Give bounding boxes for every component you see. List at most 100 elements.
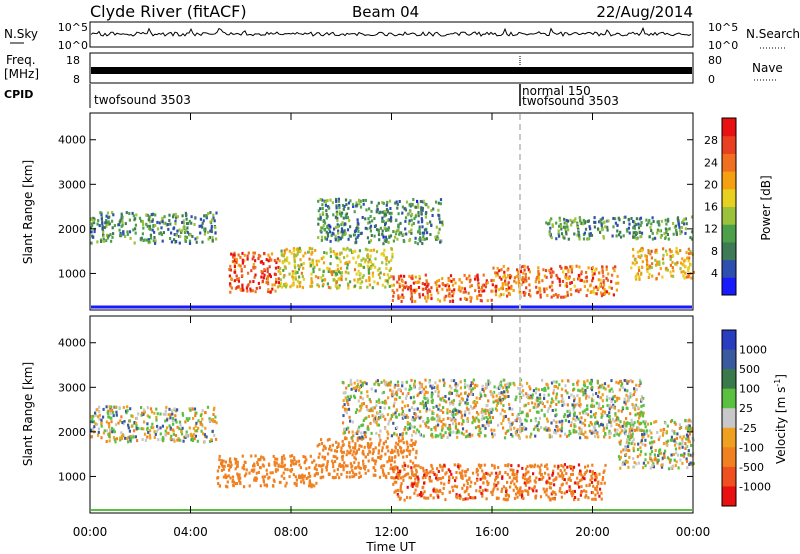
echo-cell bbox=[455, 485, 459, 489]
echo-cell bbox=[479, 393, 482, 397]
echo-cell bbox=[441, 223, 444, 227]
echo-cell bbox=[358, 386, 361, 389]
echo-cell bbox=[597, 278, 600, 282]
echo-cell bbox=[354, 466, 357, 470]
echo-cell bbox=[442, 433, 445, 437]
echo-cell bbox=[398, 497, 401, 501]
echo-cell bbox=[289, 454, 292, 458]
echo-cell bbox=[292, 281, 295, 285]
echo-cell bbox=[394, 219, 398, 222]
echo-cell bbox=[550, 397, 554, 401]
echo-cell bbox=[573, 498, 576, 502]
echo-cell bbox=[149, 220, 152, 224]
echo-cell bbox=[613, 406, 616, 410]
echo-cell bbox=[669, 458, 672, 462]
echo-cell bbox=[108, 415, 111, 419]
echo-cell bbox=[174, 434, 178, 437]
echo-cell bbox=[408, 230, 411, 234]
echo-cell bbox=[381, 468, 384, 472]
echo-cell bbox=[293, 254, 296, 258]
echo-cell bbox=[503, 378, 506, 382]
echo-cell bbox=[563, 221, 566, 225]
echo-cell bbox=[623, 422, 626, 425]
echo-cell bbox=[354, 431, 357, 435]
echo-cell bbox=[417, 480, 420, 484]
echo-cell bbox=[506, 472, 509, 476]
echo-cell bbox=[321, 207, 324, 210]
echo-cell bbox=[460, 416, 463, 420]
echo-cell bbox=[557, 232, 560, 236]
echo-cell bbox=[608, 389, 611, 393]
echo-cell bbox=[316, 472, 319, 476]
echo-cell bbox=[169, 416, 172, 420]
echo-cell bbox=[613, 419, 616, 423]
echo-cell bbox=[584, 220, 587, 224]
echo-cell bbox=[592, 404, 595, 408]
echo-cell bbox=[342, 450, 345, 454]
echo-cell bbox=[656, 461, 659, 465]
echo-cell bbox=[563, 217, 566, 221]
echo-cell bbox=[298, 265, 301, 269]
echo-cell bbox=[675, 441, 678, 445]
echo-cell bbox=[638, 414, 641, 418]
echo-cell bbox=[538, 393, 542, 397]
echo-cell bbox=[448, 490, 452, 494]
echo-cell bbox=[552, 469, 555, 473]
echo-cell bbox=[615, 234, 618, 238]
echo-cell bbox=[444, 423, 447, 427]
echo-cell bbox=[616, 223, 619, 227]
echo-cell bbox=[605, 265, 608, 269]
echo-cell bbox=[671, 260, 674, 264]
echo-cell bbox=[467, 392, 471, 396]
echo-cell bbox=[566, 225, 569, 229]
echo-cell bbox=[379, 210, 382, 214]
echo-cell bbox=[487, 399, 490, 403]
echo-cell bbox=[515, 472, 519, 476]
echo-cell bbox=[110, 408, 114, 412]
echo-cell bbox=[649, 429, 652, 433]
echo-cell bbox=[447, 481, 450, 485]
echo-cell bbox=[526, 465, 529, 468]
echo-cell bbox=[565, 266, 568, 270]
echo-cell bbox=[677, 466, 680, 470]
echo-cell bbox=[406, 495, 409, 499]
echo-cell bbox=[197, 419, 200, 423]
echo-cell bbox=[252, 280, 255, 283]
echo-cell bbox=[436, 288, 439, 292]
echo-cell bbox=[491, 391, 494, 395]
echo-cell bbox=[656, 458, 659, 462]
echo-cell bbox=[134, 223, 137, 227]
echo-cell bbox=[184, 211, 187, 215]
echo-cell bbox=[539, 293, 542, 297]
echo-cell bbox=[424, 295, 427, 299]
echo-cell bbox=[413, 491, 416, 495]
echo-cell bbox=[278, 480, 281, 484]
echo-cell bbox=[423, 231, 426, 235]
echo-cell bbox=[578, 429, 582, 433]
echo-cell bbox=[528, 486, 531, 490]
echo-cell bbox=[594, 434, 597, 438]
echo-cell bbox=[589, 410, 593, 414]
echo-cell bbox=[122, 422, 125, 426]
echo-cell bbox=[469, 299, 472, 303]
echo-cell bbox=[399, 449, 402, 453]
echo-cell bbox=[638, 384, 641, 388]
echo-cell bbox=[175, 233, 178, 237]
echo-cell bbox=[269, 290, 272, 294]
echo-cell bbox=[660, 463, 663, 467]
echo-cell bbox=[424, 424, 428, 428]
echo-cell bbox=[599, 278, 602, 282]
echo-cell bbox=[168, 213, 171, 217]
echo-cell bbox=[651, 237, 654, 241]
echo-cell bbox=[338, 210, 341, 214]
echo-cell bbox=[551, 223, 554, 227]
echo-cell bbox=[690, 426, 693, 430]
echo-cell bbox=[110, 420, 113, 424]
echo-cell bbox=[91, 427, 95, 431]
echo-cell bbox=[271, 471, 274, 475]
echo-cell bbox=[632, 220, 635, 223]
echo-cell bbox=[315, 263, 319, 267]
echo-cell bbox=[535, 405, 538, 409]
echo-cell bbox=[378, 455, 381, 459]
echo-cell bbox=[565, 281, 568, 285]
